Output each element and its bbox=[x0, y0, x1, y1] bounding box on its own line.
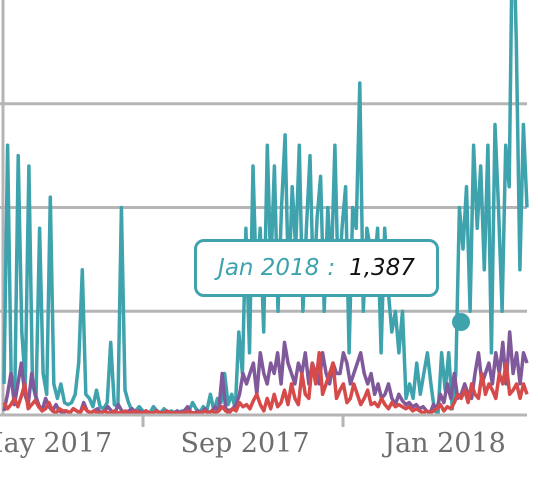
x-tick-label: May 2017 bbox=[0, 428, 112, 459]
series-line-0 bbox=[2, 0, 529, 415]
x-axis: May 2017 Sep 2017 Jan 2018 bbox=[0, 413, 527, 459]
series-line-2 bbox=[2, 351, 529, 415]
tooltip-separator: : bbox=[327, 255, 336, 281]
x-tick-label: Sep 2017 bbox=[180, 428, 309, 459]
tooltip-value: 1,387 bbox=[349, 255, 415, 281]
series-layer bbox=[2, 0, 529, 415]
x-tick-label: Jan 2018 bbox=[381, 428, 506, 459]
tooltip: Jan 2018 : 1,387 bbox=[194, 239, 439, 297]
hover-marker[interactable] bbox=[452, 313, 470, 331]
tooltip-label: Jan 2018 bbox=[218, 255, 320, 281]
